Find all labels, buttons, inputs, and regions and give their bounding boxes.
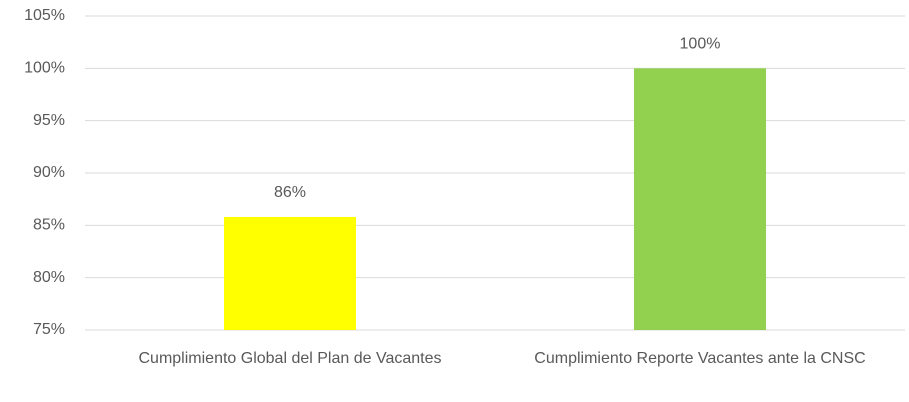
y-tick-label: 100%: [24, 60, 65, 77]
data-label: 100%: [680, 36, 721, 53]
y-tick-label: 90%: [33, 164, 65, 181]
y-tick-label: 105%: [24, 7, 65, 24]
x-tick-label: Cumplimiento Global del Plan de Vacantes: [138, 350, 442, 367]
bar: [634, 68, 766, 330]
y-tick-label: 95%: [33, 112, 65, 129]
y-tick-label: 75%: [33, 321, 65, 338]
bar: [224, 216, 356, 330]
y-tick-label: 85%: [33, 217, 65, 234]
x-tick-label: Cumplimiento Reporte Vacantes ante la CN…: [534, 350, 866, 367]
y-tick-label: 80%: [33, 269, 65, 286]
data-label: 86%: [274, 184, 306, 201]
